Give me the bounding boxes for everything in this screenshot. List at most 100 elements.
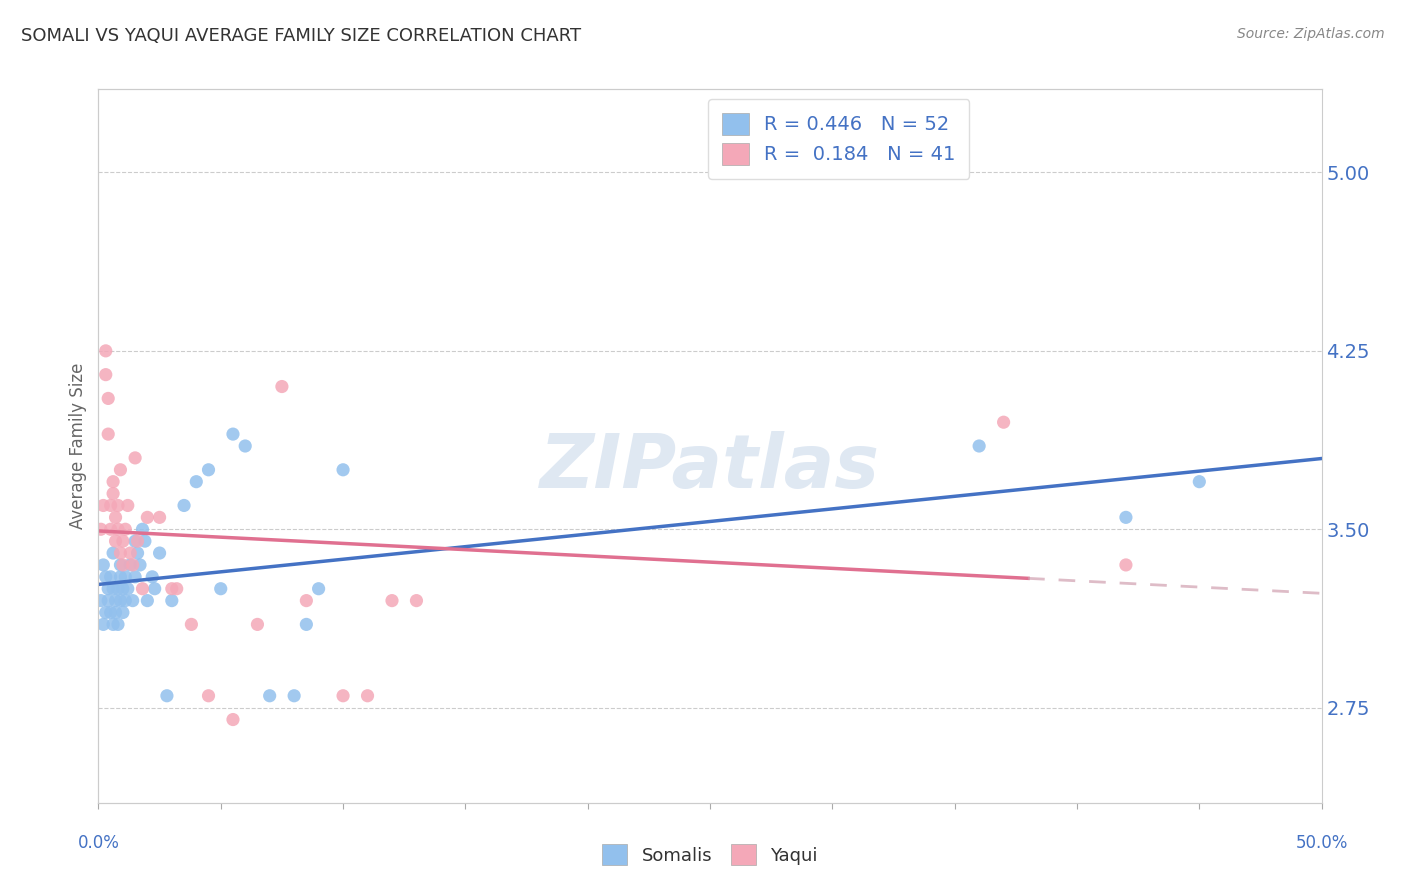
- Point: [100, 606, 122, 620]
- Point: [283, 689, 305, 703]
- Point: [114, 570, 136, 584]
- Point: [121, 593, 143, 607]
- Point: [100, 522, 122, 536]
- Point: [246, 617, 269, 632]
- Text: 0.0%: 0.0%: [77, 834, 120, 852]
- Point: [94, 343, 117, 358]
- Point: [136, 510, 159, 524]
- Point: [149, 510, 172, 524]
- Point: [156, 689, 179, 703]
- Point: [110, 558, 132, 572]
- Point: [233, 439, 256, 453]
- Point: [104, 534, 127, 549]
- Point: [131, 522, 153, 536]
- Point: [967, 439, 990, 453]
- Point: [120, 558, 142, 572]
- Point: [91, 499, 114, 513]
- Point: [295, 617, 318, 632]
- Point: [94, 570, 117, 584]
- Point: [100, 499, 122, 513]
- Point: [111, 606, 134, 620]
- Point: [180, 617, 202, 632]
- Point: [270, 379, 294, 393]
- Point: [127, 546, 149, 560]
- Point: [993, 415, 1015, 429]
- Legend: Somalis, Yaqui: Somalis, Yaqui: [595, 837, 825, 872]
- Text: ZIPatlas: ZIPatlas: [540, 431, 880, 504]
- Point: [110, 546, 132, 560]
- Point: [110, 463, 132, 477]
- Point: [121, 558, 143, 572]
- Point: [91, 617, 114, 632]
- Text: SOMALI VS YAQUI AVERAGE FAMILY SIZE CORRELATION CHART: SOMALI VS YAQUI AVERAGE FAMILY SIZE CORR…: [21, 27, 581, 45]
- Point: [101, 475, 124, 489]
- Point: [110, 570, 132, 584]
- Point: [134, 534, 156, 549]
- Point: [141, 570, 163, 584]
- Point: [111, 582, 134, 596]
- Point: [381, 593, 404, 607]
- Point: [101, 617, 124, 632]
- Point: [107, 617, 129, 632]
- Point: [104, 593, 127, 607]
- Point: [114, 593, 136, 607]
- Point: [1115, 558, 1137, 572]
- Point: [100, 570, 122, 584]
- Point: [97, 392, 120, 406]
- Point: [209, 582, 232, 596]
- Point: [111, 558, 134, 572]
- Point: [111, 534, 134, 549]
- Point: [124, 570, 146, 584]
- Point: [136, 593, 159, 607]
- Point: [90, 522, 112, 536]
- Point: [114, 522, 136, 536]
- Point: [97, 427, 120, 442]
- Point: [97, 582, 120, 596]
- Point: [129, 558, 152, 572]
- Point: [173, 499, 195, 513]
- Point: [197, 463, 219, 477]
- Point: [101, 546, 124, 560]
- Point: [1188, 475, 1211, 489]
- Point: [120, 546, 142, 560]
- Y-axis label: Average Family Size: Average Family Size: [69, 363, 87, 529]
- Point: [124, 534, 146, 549]
- Point: [308, 582, 330, 596]
- Point: [124, 450, 146, 465]
- Point: [143, 582, 166, 596]
- Point: [131, 582, 153, 596]
- Point: [101, 486, 124, 500]
- Text: 50.0%: 50.0%: [1295, 834, 1348, 852]
- Point: [90, 593, 112, 607]
- Point: [104, 606, 127, 620]
- Point: [222, 427, 245, 442]
- Point: [149, 546, 172, 560]
- Point: [356, 689, 378, 703]
- Point: [117, 582, 139, 596]
- Point: [94, 368, 117, 382]
- Point: [197, 689, 219, 703]
- Point: [222, 713, 245, 727]
- Point: [166, 582, 188, 596]
- Point: [332, 689, 354, 703]
- Point: [97, 593, 120, 607]
- Point: [110, 593, 132, 607]
- Point: [94, 606, 117, 620]
- Point: [332, 463, 354, 477]
- Point: [117, 499, 139, 513]
- Point: [1115, 510, 1137, 524]
- Point: [104, 510, 127, 524]
- Point: [295, 593, 318, 607]
- Point: [107, 522, 129, 536]
- Text: Source: ZipAtlas.com: Source: ZipAtlas.com: [1237, 27, 1385, 41]
- Point: [101, 582, 124, 596]
- Point: [186, 475, 208, 489]
- Point: [259, 689, 281, 703]
- Point: [107, 582, 129, 596]
- Point: [107, 499, 129, 513]
- Point: [405, 593, 427, 607]
- Point: [127, 534, 149, 549]
- Point: [160, 593, 183, 607]
- Point: [160, 582, 183, 596]
- Point: [91, 558, 114, 572]
